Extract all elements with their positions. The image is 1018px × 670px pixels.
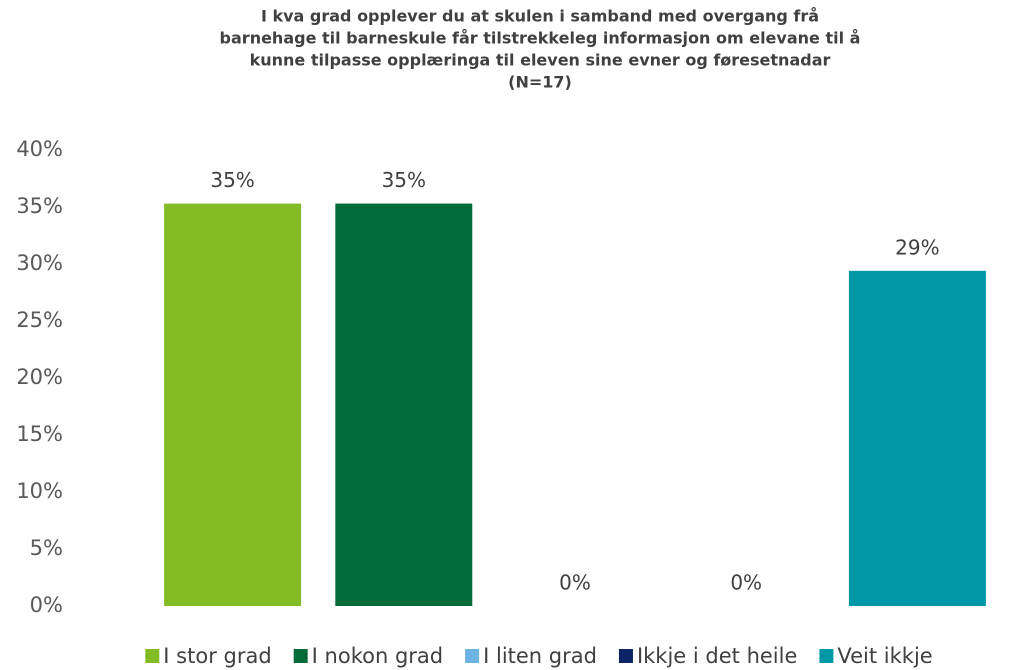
value-label: 0% [559,571,591,595]
bar [164,203,302,606]
legend-swatch [145,649,160,663]
legend-label: I stor grad [163,644,271,668]
legend-swatch [819,649,834,663]
chart-title: I kva grad opplever du at skulen i samba… [261,7,819,26]
chart-title: barnehage til barneskule får tilstrekkel… [220,29,861,48]
value-label: 35% [382,168,426,192]
y-tick-label: 5% [30,536,63,560]
y-tick-label: 0% [30,593,63,617]
bar [848,270,986,606]
y-tick-label: 15% [16,422,63,446]
legend-label: Veit ikkje [837,644,932,668]
y-tick-label: 10% [16,479,63,503]
chart-title: (N=17) [508,73,572,92]
legend-label: Ikkje i det heile [637,644,797,668]
bar [335,203,473,606]
legend-label: I nokon grad [312,644,443,668]
y-tick-label: 25% [16,308,63,332]
value-label: 29% [895,235,939,259]
legend-swatch [465,649,480,663]
y-tick-label: 40% [16,137,63,161]
chart-title: kunne tilpasse opplæringa til eleven sin… [250,51,831,70]
legend-label: I liten grad [483,644,597,668]
y-tick-label: 35% [16,194,63,218]
y-tick-label: 30% [16,251,63,275]
value-label: 0% [730,571,762,595]
legend-swatch [618,649,633,663]
value-label: 35% [210,168,254,192]
y-tick-label: 20% [16,365,63,389]
legend-swatch [293,649,308,663]
